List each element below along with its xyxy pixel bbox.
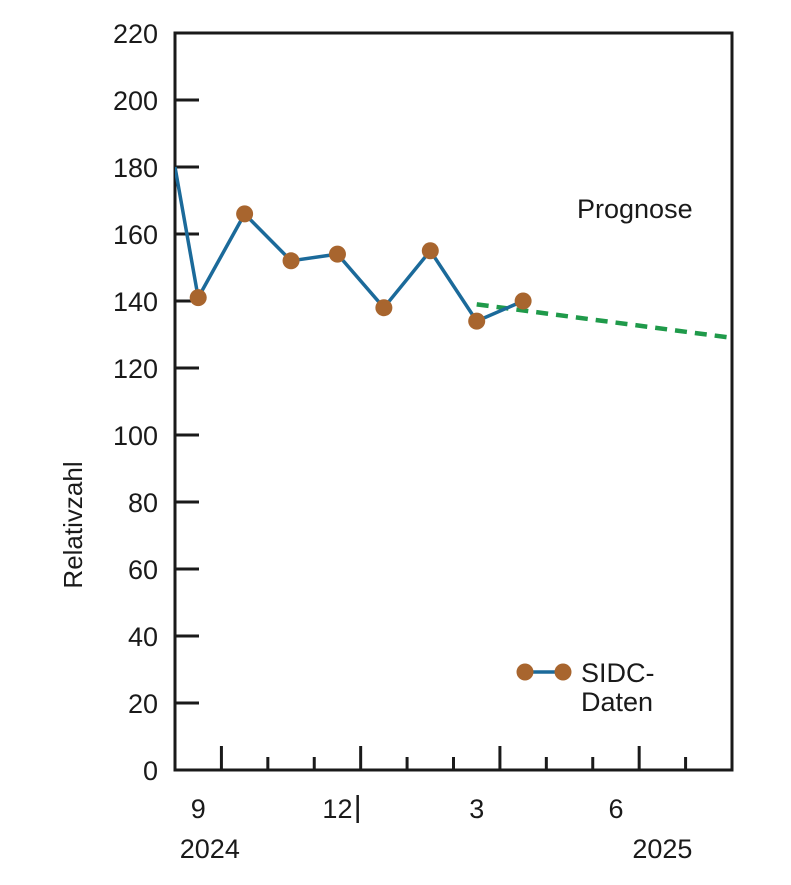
sidc-data-point	[189, 289, 207, 307]
sidc-data-point	[236, 205, 254, 223]
x-tick-label: 6	[608, 794, 623, 824]
y-tick-label: 200	[113, 86, 158, 116]
forecast-line	[476, 302, 732, 341]
sidc-data-point	[282, 252, 300, 270]
prognose-label: Prognose	[577, 194, 693, 224]
y-tick-label: 20	[128, 689, 158, 719]
y-tick-label: 120	[113, 354, 158, 384]
legend-marker	[516, 663, 534, 681]
y-tick-label: 0	[143, 756, 158, 786]
x-tick-label: 3	[469, 794, 484, 824]
series-layer	[175, 166, 732, 341]
y-tick-label: 160	[113, 220, 158, 250]
sidc-data-point	[375, 299, 393, 317]
legend-label-line2: Daten	[581, 687, 653, 717]
y-tick-label: 180	[113, 153, 158, 183]
sidc-data-line	[175, 166, 524, 323]
y-axis-title: Relativzahl	[58, 461, 88, 588]
label-layer: 0 20 40 60 80 100 120 140 160 180 200 220 9 12 3 6 2024 2…	[58, 19, 693, 864]
axes-layer	[173, 31, 734, 823]
y-tick-label: 220	[113, 19, 158, 49]
year-label: 2025	[632, 834, 692, 864]
legend-label-line1: SIDC-	[581, 658, 655, 688]
sidc-data-point	[468, 312, 486, 330]
x-tick-label: 9	[191, 794, 206, 824]
y-tick-label: 140	[113, 287, 158, 317]
sidc-data-point	[514, 292, 532, 310]
y-tick-label: 100	[113, 421, 158, 451]
sidc-data-point	[328, 245, 346, 263]
year-label: 2024	[180, 834, 240, 864]
legend-marker	[554, 663, 572, 681]
y-tick-label: 40	[128, 622, 158, 652]
y-tick-label: 60	[128, 555, 158, 585]
y-tick-label: 80	[128, 488, 158, 518]
sidc-data-point	[421, 242, 439, 260]
x-tick-label: 12	[322, 794, 352, 824]
